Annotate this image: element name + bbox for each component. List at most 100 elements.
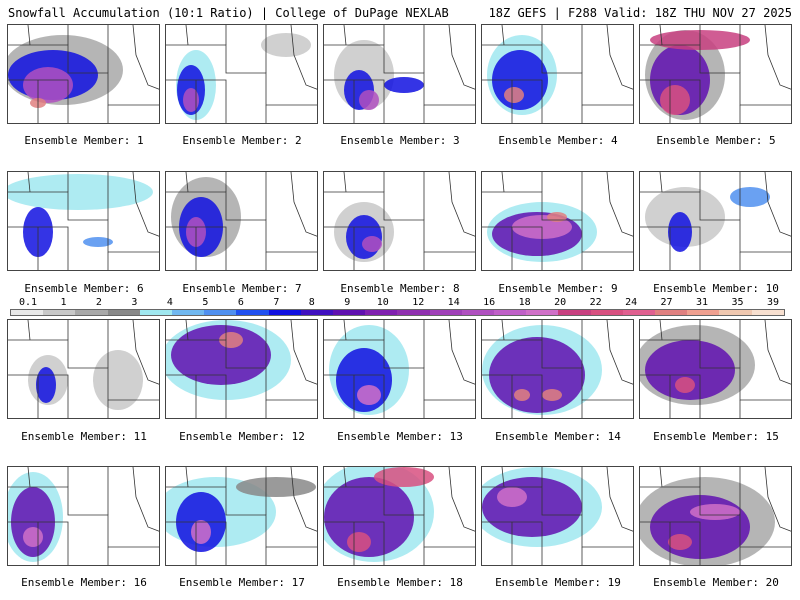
legend-label: 18 (518, 297, 531, 308)
legend-label: 6 (237, 297, 244, 308)
legend-label: 12 (412, 297, 425, 308)
member-caption: Ensemble Member: 16 (21, 576, 147, 589)
member-map-panel (165, 466, 318, 566)
state-borders (640, 320, 791, 418)
member-caption: Ensemble Member: 8 (340, 282, 460, 295)
member-map-panel (323, 24, 476, 124)
member-caption: Ensemble Member: 20 (653, 576, 779, 589)
member-caption: Ensemble Member: 9 (498, 282, 618, 295)
member-caption: Ensemble Member: 4 (498, 134, 618, 147)
member-map-panel (7, 319, 160, 419)
member-map-panel (481, 466, 634, 566)
member-map-panel (639, 171, 792, 271)
member-caption: Ensemble Member: 3 (340, 134, 460, 147)
state-borders (8, 467, 159, 565)
snowfall-area (359, 90, 379, 110)
snowfall-area (236, 477, 316, 497)
legend-swatch (300, 310, 334, 315)
state-borders (482, 467, 633, 565)
member-caption: Ensemble Member: 1 (24, 134, 144, 147)
legend-label: 27 (660, 297, 673, 308)
valid-time: 18Z GEFS | F288 Valid: 18Z THU NOV 27 20… (488, 6, 792, 20)
snowfall-area (183, 88, 199, 112)
snowfall-area (23, 527, 43, 547)
legend-swatch (107, 310, 140, 315)
member-map-panel (165, 171, 318, 271)
snowfall-area (504, 87, 524, 103)
member-map-panel (639, 24, 792, 124)
member-caption: Ensemble Member: 15 (653, 430, 779, 443)
snowfall-area (542, 389, 562, 401)
snowfall-area (191, 520, 211, 544)
snowfall-area (497, 487, 527, 507)
legend-swatch (751, 310, 784, 315)
snowfall-area (83, 237, 113, 247)
snowfall-area (36, 367, 56, 403)
legend-swatch (558, 310, 591, 315)
state-borders (324, 172, 475, 270)
legend-swatch (43, 310, 76, 315)
member-map-panel (481, 319, 634, 419)
state-borders (166, 320, 317, 418)
legend-label: 2 (95, 297, 102, 308)
legend-swatch (397, 310, 430, 315)
member-caption: Ensemble Member: 17 (179, 576, 305, 589)
legend-swatch (236, 310, 269, 315)
snowfall-area (8, 174, 153, 210)
member-caption: Ensemble Member: 19 (495, 576, 621, 589)
legend-swatch (172, 310, 205, 315)
legend-swatch (590, 310, 623, 315)
member-caption: Ensemble Member: 12 (179, 430, 305, 443)
color-legend: 0.1 1 2 3 4 5 6 7 8 9 10 12 14 16 18 20 22 24 27 31 35 39 (10, 297, 785, 321)
legend-swatch (365, 310, 398, 315)
member-caption: Ensemble Member: 14 (495, 430, 621, 443)
legend-swatch (461, 310, 495, 315)
snowfall-area (357, 385, 381, 405)
snowfall-area (362, 236, 382, 252)
member-map-panel (323, 466, 476, 566)
legend-swatch (75, 310, 108, 315)
legend-swatch (494, 310, 527, 315)
legend-swatch (719, 310, 752, 315)
state-borders (8, 172, 159, 270)
member-map-panel (639, 319, 792, 419)
member-caption: Ensemble Member: 18 (337, 576, 463, 589)
state-borders (640, 467, 791, 565)
member-caption: Ensemble Member: 6 (24, 282, 144, 295)
map-title: Snowfall Accumulation (10:1 Ratio) | Col… (8, 6, 449, 20)
member-map-panel (165, 24, 318, 124)
legend-label: 0.1 (18, 297, 38, 308)
member-map-panel (481, 24, 634, 124)
snowfall-area (93, 350, 143, 410)
member-map-panel (323, 171, 476, 271)
member-map-panel (639, 466, 792, 566)
snowfall-area (675, 377, 695, 393)
snowfall-area (23, 67, 73, 103)
state-borders (324, 25, 475, 123)
legend-swatch (429, 310, 462, 315)
member-map-panel (7, 24, 160, 124)
legend-color-bar (10, 309, 785, 316)
snowfall-area (668, 534, 692, 550)
legend-swatch (622, 310, 656, 315)
snowfall-area (324, 477, 414, 557)
legend-label: 14 (447, 297, 460, 308)
legend-label: 20 (554, 297, 567, 308)
legend-swatch (204, 310, 237, 315)
legend-swatch (268, 310, 301, 315)
legend-label: 22 (589, 297, 602, 308)
member-caption: Ensemble Member: 11 (21, 430, 147, 443)
legend-label: 35 (731, 297, 744, 308)
snowfall-area (668, 212, 692, 252)
member-caption: Ensemble Member: 13 (337, 430, 463, 443)
state-borders (166, 172, 317, 270)
legend-swatch (333, 310, 366, 315)
snowfall-area (261, 33, 311, 57)
snowfall-area (690, 504, 740, 520)
state-borders (8, 25, 159, 123)
legend-label: 1 (60, 297, 67, 308)
member-map-panel (7, 171, 160, 271)
member-caption: Ensemble Member: 5 (656, 134, 776, 147)
legend-swatch (687, 310, 720, 315)
snowfall-area (730, 187, 770, 207)
